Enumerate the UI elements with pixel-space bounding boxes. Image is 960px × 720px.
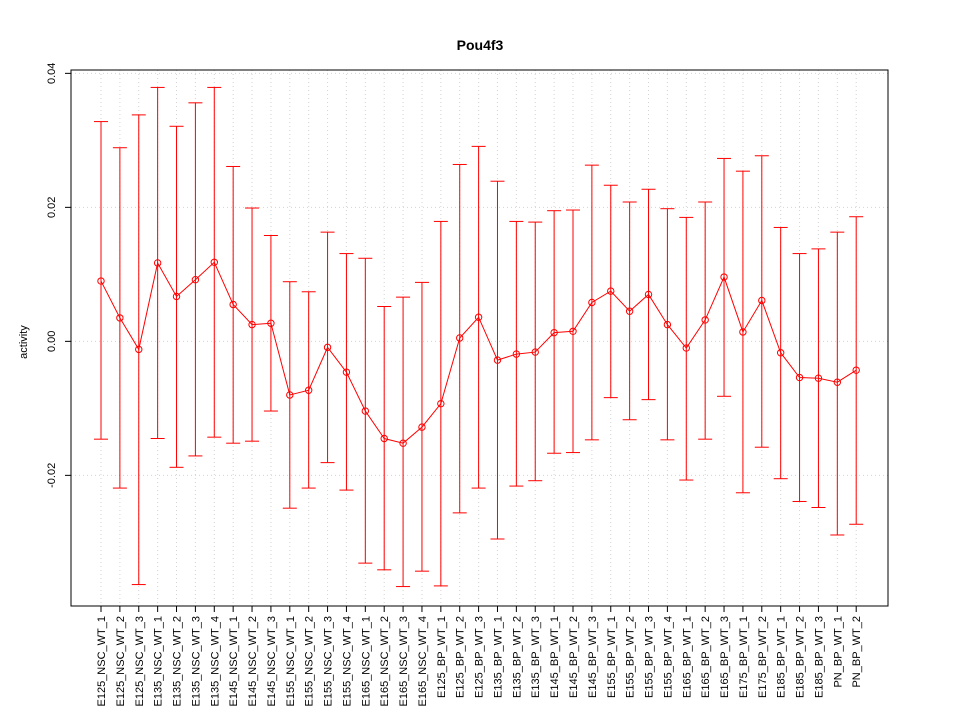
- data-point: [437, 399, 445, 408]
- data-point: [720, 273, 728, 281]
- data-point: [550, 328, 558, 337]
- data-point: [512, 350, 521, 358]
- x-tick-label: E135_NSC_WT_2: [172, 616, 184, 707]
- grid: [71, 70, 888, 606]
- x-tick-label: E165_NSC_WT_4: [417, 616, 429, 707]
- x-tick-label: E125_NSC_WT_3: [134, 616, 146, 707]
- x-tick-label: E175_BP_WT_1: [738, 616, 750, 698]
- data-points: [97, 258, 860, 447]
- data-point: [267, 319, 275, 327]
- x-tick-label: E165_BP_WT_3: [719, 616, 731, 698]
- x-tick-label: E155_NSC_WT_1: [285, 616, 297, 707]
- x-tick-label: PN_BP_WT_2: [851, 616, 863, 688]
- y-axis: 0.04 0.02 0.00 -0.02: [46, 63, 71, 488]
- x-tick-label: E135_NSC_WT_1: [153, 616, 165, 707]
- x-tick-label: E185_BP_WT_2: [795, 616, 807, 698]
- data-point: [795, 373, 804, 382]
- data-point: [380, 434, 388, 443]
- x-tick-label: E155_BP_WT_4: [662, 616, 674, 698]
- x-tick-label: E165_NSC_WT_3: [398, 616, 410, 707]
- x-tick-label: E125_BP_WT_1: [436, 616, 448, 698]
- data-point: [172, 292, 181, 301]
- x-tick-label: E155_NSC_WT_4: [341, 616, 353, 707]
- data-point: [248, 320, 256, 329]
- x-tick-label: E185_BP_WT_1: [776, 616, 788, 698]
- data-point: [361, 407, 370, 415]
- y-tick-label: 0.00: [46, 331, 58, 352]
- data-point: [135, 345, 143, 354]
- x-tick-label: E165_BP_WT_2: [700, 616, 712, 698]
- x-tick-label: E165_NSC_WT_2: [379, 616, 391, 707]
- data-point: [739, 328, 747, 336]
- data-point: [776, 349, 785, 357]
- y-axis-label: activity: [18, 325, 30, 359]
- data-point: [342, 368, 351, 376]
- data-point: [474, 313, 483, 321]
- x-tick-label: PN_BP_WT_1: [832, 616, 844, 688]
- data-point: [399, 439, 407, 447]
- x-tick-label: E125_BP_WT_2: [455, 616, 467, 698]
- y-tick-label: 0.04: [46, 63, 58, 84]
- data-point: [588, 298, 596, 307]
- x-tick-label: E175_BP_WT_2: [757, 616, 769, 698]
- data-point: [701, 316, 709, 324]
- y-tick-label: 0.02: [46, 197, 58, 218]
- data-point: [153, 259, 162, 267]
- data-point: [493, 356, 502, 364]
- x-tick-label: E125_BP_WT_3: [474, 616, 486, 698]
- x-tick-label: E165_BP_WT_1: [681, 616, 693, 698]
- error-bars: [94, 86, 864, 588]
- x-tick-label: E155_BP_WT_3: [644, 616, 656, 698]
- data-point: [625, 307, 634, 315]
- x-axis: E125_NSC_WT_1 E125_NSC_WT_2 E125_NSC_WT_3 E…: [96, 606, 863, 707]
- data-point: [531, 348, 539, 356]
- x-tick-label: E135_NSC_WT_3: [190, 616, 202, 707]
- data-point: [663, 320, 672, 329]
- data-point: [97, 277, 105, 285]
- x-tick-label: E135_BP_WT_2: [511, 616, 523, 698]
- data-point: [418, 423, 426, 431]
- x-tick-label: E145_NSC_WT_3: [266, 616, 278, 707]
- data-point: [833, 378, 842, 386]
- x-tick-label: E135_NSC_WT_4: [209, 616, 221, 707]
- data-point: [644, 290, 653, 299]
- x-tick-label: E165_NSC_WT_1: [360, 616, 372, 707]
- data-point: [286, 391, 294, 399]
- x-tick-label: E125_NSC_WT_1: [96, 616, 108, 707]
- data-point: [814, 374, 823, 382]
- x-tick-label: E145_BP_WT_2: [568, 616, 580, 698]
- data-point: [682, 344, 690, 352]
- x-tick-label: E145_NSC_WT_2: [247, 616, 259, 707]
- data-point: [758, 296, 766, 305]
- x-tick-label: E185_BP_WT_3: [813, 616, 825, 698]
- data-point: [304, 386, 313, 394]
- data-point: [569, 327, 577, 335]
- x-tick-label: E155_NSC_WT_2: [304, 616, 316, 707]
- data-point: [229, 300, 237, 309]
- plot-frame: [70, 69, 889, 607]
- x-tick-label: E155_NSC_WT_3: [323, 616, 335, 707]
- data-point: [852, 366, 860, 374]
- chart-title: Pou4f3: [457, 37, 504, 53]
- data-point: [607, 287, 615, 295]
- y-tick-label: -0.02: [46, 463, 58, 488]
- x-tick-label: E145_BP_WT_3: [587, 616, 599, 698]
- x-tick-label: E135_BP_WT_1: [492, 616, 504, 698]
- x-tick-label: E155_BP_WT_1: [606, 616, 618, 698]
- series-line: [100, 261, 857, 444]
- x-tick-label: E145_NSC_WT_1: [228, 616, 240, 707]
- x-tick-label: E145_BP_WT_1: [549, 616, 561, 698]
- data-point: [456, 334, 464, 342]
- x-tick-label: E125_NSC_WT_2: [115, 616, 127, 707]
- data-point: [323, 343, 332, 352]
- x-tick-label: E155_BP_WT_2: [625, 616, 637, 698]
- data-point: [116, 314, 124, 322]
- data-point: [191, 276, 200, 284]
- data-point: [210, 258, 218, 266]
- x-tick-label: E135_BP_WT_3: [530, 616, 542, 698]
